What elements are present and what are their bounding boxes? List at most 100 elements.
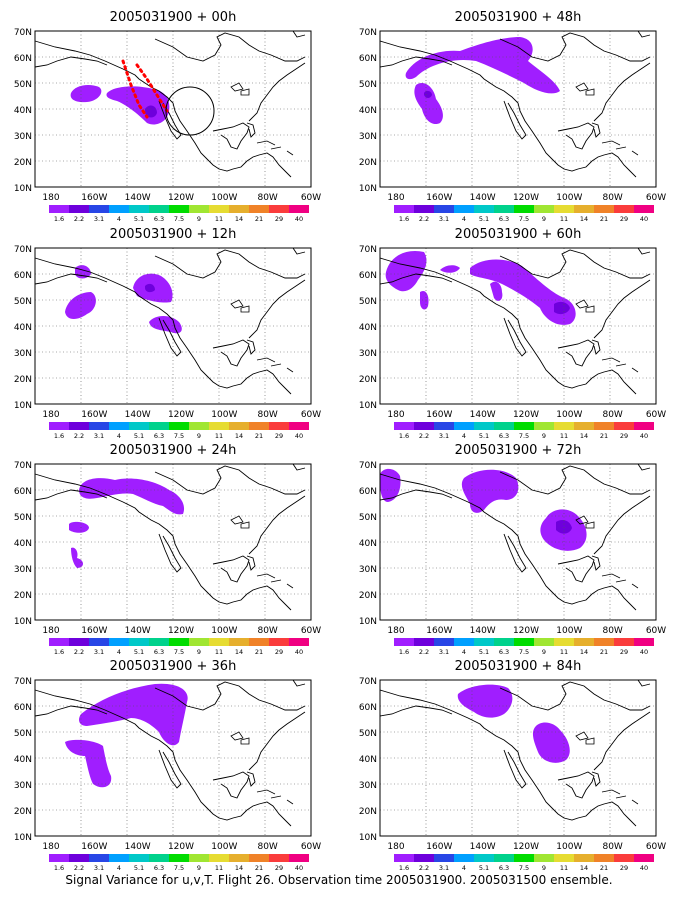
- signal-core: [145, 105, 157, 118]
- colorbar-swatch: [434, 205, 454, 213]
- colorbar-label: 21: [600, 648, 608, 656]
- colorbar-swatch: [249, 422, 269, 430]
- colorbar-swatch: [594, 638, 614, 646]
- signal-region: [405, 37, 560, 94]
- colorbar-swatch: [434, 854, 454, 862]
- colorbar-label: 4: [117, 648, 121, 656]
- colorbar: 1.6 2.2 3.1 4 5.1 6.3 7.5 9 11 14 21 29 40: [49, 422, 309, 440]
- colorbar-label: 4: [117, 215, 121, 223]
- lon-tick-label: 80W: [602, 626, 622, 636]
- colorbar-label: 1.6: [399, 432, 409, 440]
- map-panel-p72: 2005031900 + 72h 10N 20N 30N 40N 50N 60N 70N 180…: [359, 443, 666, 656]
- colorbar-swatch: [289, 854, 309, 862]
- colorbar-swatch: [49, 854, 69, 862]
- lat-tick-label: 60N: [359, 54, 377, 64]
- colorbar-swatch: [189, 854, 209, 862]
- colorbar-swatch: [414, 205, 434, 213]
- colorbar-label: 5.1: [479, 215, 489, 223]
- colorbar-label: 6.3: [499, 648, 509, 656]
- map-frame: [34, 247, 312, 405]
- colorbar-label: 6.3: [154, 864, 164, 872]
- colorbar-swatch: [209, 854, 229, 862]
- colorbar: 1.6 2.2 3.1 4 5.1 6.3 7.5 9 11 14 21 29 40: [394, 854, 654, 872]
- lon-tick-label: 180: [42, 626, 59, 636]
- panel-title: 2005031900 + 00h: [110, 10, 237, 25]
- colorbar-swatch: [229, 638, 249, 646]
- colorbar-swatch: [89, 638, 109, 646]
- colorbar-swatch: [209, 422, 229, 430]
- colorbar-swatch: [289, 205, 309, 213]
- colorbar-label: 7.5: [519, 432, 529, 440]
- colorbar-label: 1.6: [399, 215, 409, 223]
- colorbar-swatch: [49, 422, 69, 430]
- colorbar-swatch: [109, 205, 129, 213]
- lat-tick-label: 20N: [359, 158, 377, 168]
- lat-tick-label: 10N: [14, 617, 32, 627]
- lon-tick-label: 160W: [81, 842, 107, 852]
- colorbar-label: 3.1: [94, 432, 104, 440]
- colorbar-swatch: [69, 422, 89, 430]
- colorbar-label: 5.1: [134, 864, 144, 872]
- lat-tick-label: 70N: [359, 245, 377, 255]
- lon-tick-label: 140W: [125, 626, 151, 636]
- colorbar-label: 11: [560, 432, 568, 440]
- colorbar-label: 1.6: [399, 648, 409, 656]
- lon-tick-label: 120W: [513, 626, 539, 636]
- lon-tick-label: 120W: [513, 410, 539, 420]
- graticule: [380, 248, 656, 404]
- lon-tick-label: 180: [42, 842, 59, 852]
- lat-tick-label: 20N: [359, 807, 377, 817]
- colorbar-swatch: [534, 638, 554, 646]
- lat-tick-label: 10N: [359, 401, 377, 411]
- colorbar-swatch: [414, 422, 434, 430]
- colorbar-label: 21: [600, 215, 608, 223]
- lat-tick-label: 10N: [14, 833, 32, 843]
- lat-tick-label: 20N: [359, 591, 377, 601]
- colorbar-label: 11: [215, 648, 223, 656]
- lon-tick-label: 100W: [556, 842, 582, 852]
- signal-region: [457, 684, 513, 718]
- lon-tick-label: 120W: [168, 410, 194, 420]
- lon-tick-label: 160W: [81, 626, 107, 636]
- colorbar-swatch: [289, 638, 309, 646]
- signal-region: [71, 547, 83, 568]
- panel-title: 2005031900 + 36h: [110, 659, 237, 674]
- colorbar-label: 11: [215, 215, 223, 223]
- lat-tick-label: 20N: [14, 375, 32, 385]
- colorbar-label: 6.3: [154, 432, 164, 440]
- target-circle: [165, 86, 215, 136]
- colorbar-label: 9: [197, 215, 201, 223]
- colorbar-swatch: [554, 205, 574, 213]
- lat-tick-label: 30N: [359, 349, 377, 359]
- lat-tick-label: 50N: [359, 297, 377, 307]
- map-frame: [379, 30, 657, 188]
- lon-tick-label: 60W: [646, 626, 666, 636]
- colorbar-label: 7.5: [174, 648, 184, 656]
- colorbar-label: 4: [462, 648, 466, 656]
- colorbar-swatch: [614, 638, 634, 646]
- colorbar-swatch: [249, 205, 269, 213]
- colorbar-swatch: [169, 422, 189, 430]
- lat-tick-label: 10N: [359, 617, 377, 627]
- lon-tick-label: 100W: [211, 842, 237, 852]
- lat-tick-label: 30N: [14, 132, 32, 142]
- colorbar-label: 6.3: [499, 215, 509, 223]
- colorbar-label: 40: [640, 432, 648, 440]
- colorbar-label: 5.1: [479, 864, 489, 872]
- colorbar-swatch: [169, 854, 189, 862]
- lon-tick-label: 60W: [301, 842, 321, 852]
- colorbar-swatch: [434, 638, 454, 646]
- colorbar-swatch: [414, 638, 434, 646]
- lon-tick-label: 100W: [211, 193, 237, 203]
- colorbar-label: 3.1: [94, 215, 104, 223]
- map-panel-p84: 2005031900 + 84h 10N 20N 30N 40N 50N 60N 70N 180…: [359, 659, 666, 872]
- lon-tick-label: 140W: [470, 193, 496, 203]
- lon-tick-label: 120W: [168, 626, 194, 636]
- signal-core: [554, 301, 570, 315]
- lon-tick-label: 140W: [470, 842, 496, 852]
- panel-title: 2005031900 + 72h: [455, 443, 582, 458]
- colorbar-label: 21: [600, 432, 608, 440]
- colorbar-label: 29: [620, 432, 628, 440]
- colorbar-swatch: [494, 205, 514, 213]
- lon-tick-label: 80W: [257, 410, 277, 420]
